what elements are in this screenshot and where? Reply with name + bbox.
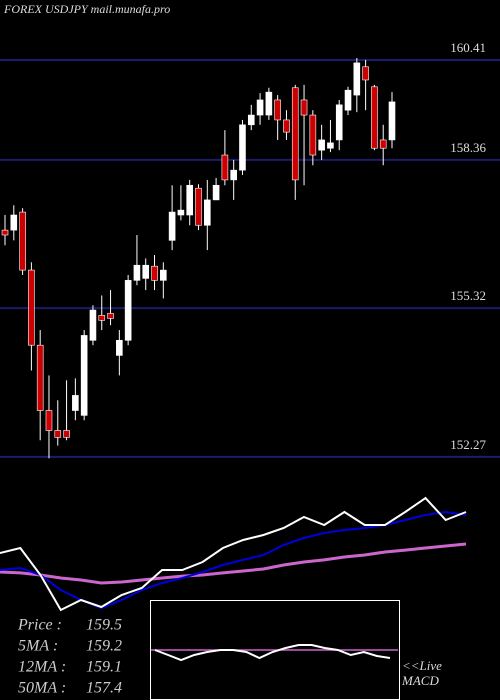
candle-body xyxy=(318,139,325,151)
indicator-line xyxy=(154,644,391,662)
candle-body xyxy=(265,91,273,116)
candle-body xyxy=(19,211,26,271)
candle-body xyxy=(186,184,194,216)
candle-body xyxy=(133,264,141,281)
indicator-line xyxy=(0,496,467,612)
candle-body xyxy=(160,269,167,281)
y-tick-label: 155.32 xyxy=(450,288,486,303)
candle-body xyxy=(371,86,378,149)
candle-body xyxy=(72,395,79,411)
candle-body xyxy=(177,209,185,216)
candle-body xyxy=(203,199,211,226)
candle-body xyxy=(54,430,62,438)
candle-body xyxy=(327,142,334,149)
candle-body xyxy=(362,66,369,81)
y-tick-label: 160.41 xyxy=(450,40,486,55)
candle-body xyxy=(291,87,299,181)
info-value: 159.1 xyxy=(86,659,122,676)
candle-body xyxy=(388,101,396,141)
candle-body xyxy=(256,99,264,116)
candle-body xyxy=(247,114,255,126)
info-label: 12MA : xyxy=(18,659,66,676)
candle-body xyxy=(107,313,114,319)
candle-body xyxy=(28,269,35,346)
candle-body xyxy=(379,139,387,149)
y-tick-label: 158.36 xyxy=(450,140,486,155)
candle-body xyxy=(168,211,176,241)
candle-body xyxy=(230,169,237,181)
candle-body xyxy=(116,340,123,356)
candle-body xyxy=(45,410,53,431)
candle-body xyxy=(274,99,281,121)
candle-body xyxy=(353,62,361,96)
candle-body xyxy=(195,187,202,226)
candle-body xyxy=(309,114,317,156)
candle-body xyxy=(80,335,88,416)
candle-body xyxy=(335,104,343,141)
panel-label: MACD xyxy=(401,673,439,688)
candle-body xyxy=(1,229,9,236)
candle-body xyxy=(63,430,70,438)
candle-body xyxy=(151,265,158,281)
candle-body xyxy=(221,154,229,181)
panel-label: <<Live xyxy=(402,658,442,673)
y-tick-label: 152.27 xyxy=(450,437,486,452)
candle-body xyxy=(89,309,97,341)
candle-body xyxy=(300,99,308,116)
info-value: 159.5 xyxy=(86,617,122,634)
info-value: 159.2 xyxy=(86,638,122,655)
info-label: Price : xyxy=(17,617,62,634)
candle-body xyxy=(344,89,352,111)
indicator-line xyxy=(0,510,467,610)
candle-body xyxy=(124,280,132,341)
info-label: 5MA : xyxy=(18,638,58,655)
candle-body xyxy=(283,119,290,133)
candle-body xyxy=(10,214,18,231)
indicator-line xyxy=(0,542,467,585)
chart-title: FOREX USDJPY mail.munafa.pro xyxy=(3,2,170,16)
candle-body xyxy=(36,344,44,411)
candle-body xyxy=(142,264,150,279)
candle-body xyxy=(212,184,220,201)
candle-body xyxy=(239,124,246,171)
info-value: 157.4 xyxy=(86,680,122,697)
candle-body xyxy=(98,315,106,321)
info-label: 50MA : xyxy=(18,680,66,697)
